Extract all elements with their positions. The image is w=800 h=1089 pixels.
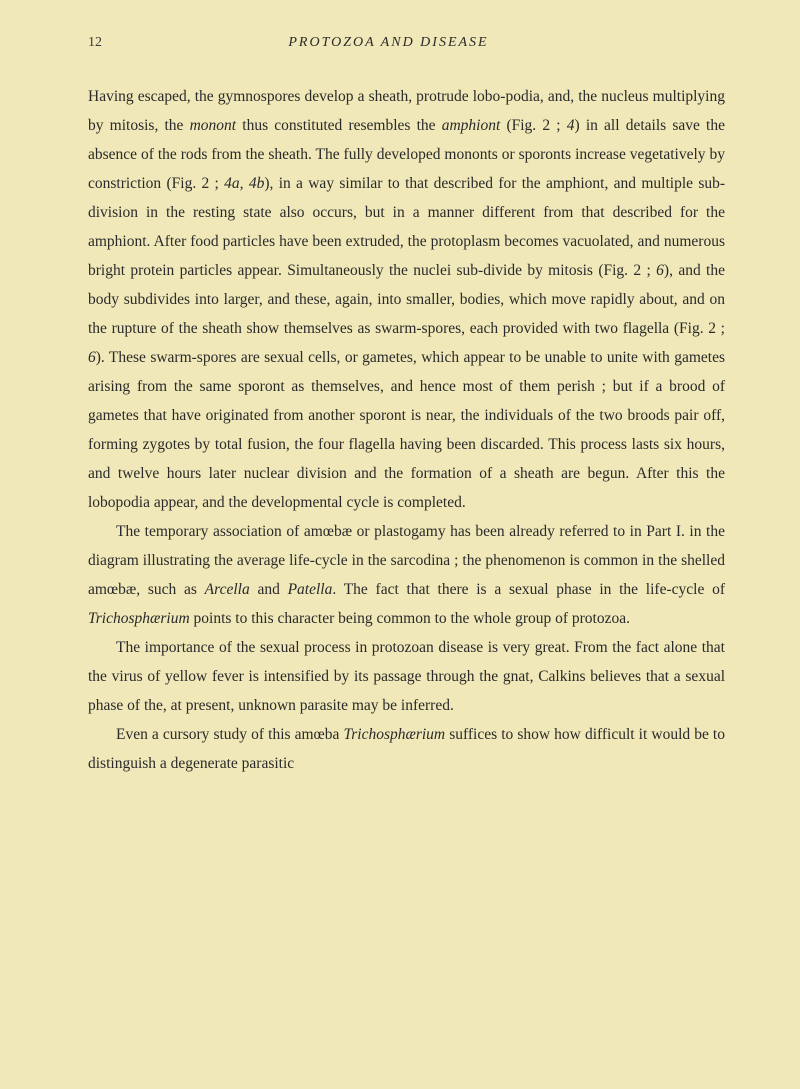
page-header: 12 PROTOZOA AND DISEASE xyxy=(88,35,725,51)
paragraph-2: The temporary association of amœbæ or pl… xyxy=(88,518,725,634)
body-text: Having escaped, the gymnospores develop … xyxy=(88,83,725,779)
running-title: PROTOZOA AND DISEASE xyxy=(72,35,705,51)
paragraph-1: Having escaped, the gymnospores develop … xyxy=(88,83,725,518)
paragraph-3: The importance of the sexual process in … xyxy=(88,634,725,721)
paragraph-4: Even a cursory study of this amœba Trich… xyxy=(88,721,725,779)
